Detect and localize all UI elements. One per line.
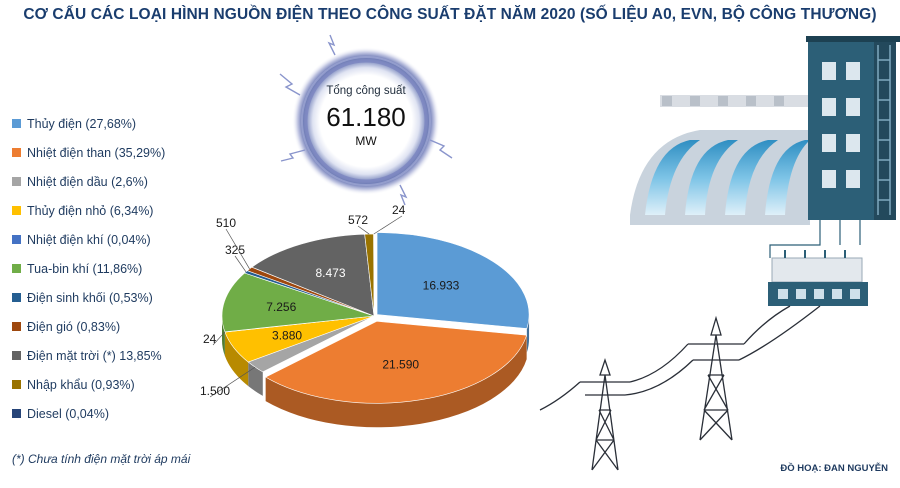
- legend-label: Điện mặt trời (*) 13,85%: [27, 348, 162, 363]
- leader-line: [373, 215, 403, 235]
- pie-value-label: 572: [348, 213, 368, 227]
- legend-label: Nhiệt điện dầu (2,6%): [27, 174, 148, 189]
- legend-item: Nhiệt điện khí (0,04%): [12, 225, 212, 254]
- pie-slices: [221, 232, 530, 404]
- dam-illustration: [630, 36, 900, 258]
- legend-item: Thủy điện (27,68%): [12, 109, 212, 138]
- legend-label: Điện gió (0,83%): [27, 319, 121, 334]
- legend-swatch: [12, 148, 21, 157]
- leader-line: [225, 228, 250, 270]
- leader-line: [212, 331, 226, 346]
- pie-value-label: 1.500: [200, 384, 230, 398]
- pie-value-label: 510: [216, 216, 236, 230]
- legend-item: Nhiệt điện dầu (2,6%): [12, 167, 212, 196]
- legend-swatch: [12, 293, 21, 302]
- pie-slice-side: [265, 335, 527, 428]
- legend-label: Nhập khẩu (0,93%): [27, 377, 135, 392]
- pie-value-label: 24: [392, 203, 406, 217]
- pie-slice: [251, 233, 375, 317]
- footnote: (*) Chưa tính điện mặt trời áp mái: [12, 452, 191, 466]
- legend-item: Tua-bin khí (11,86%): [12, 254, 212, 283]
- legend-label: Diesel (0,04%): [27, 406, 109, 421]
- power-pylons-illustration: [539, 305, 821, 471]
- legend-label: Tua-bin khí (11,86%): [27, 261, 143, 276]
- pie-data-labels: 16.93321.5901.5003.880247.2563255108.473…: [200, 203, 460, 398]
- legend-swatch: [12, 322, 21, 331]
- pie-slice-side: [248, 362, 263, 396]
- pie-slice-side: [222, 316, 225, 356]
- pie-value-label: 8.473: [315, 266, 345, 280]
- legend-item: Điện sinh khối (0,53%): [12, 283, 212, 312]
- legend-swatch: [12, 351, 21, 360]
- legend-swatch: [12, 235, 21, 244]
- chart-legend: Thủy điện (27,68%) Nhiệt điện than (35,29…: [12, 109, 212, 428]
- legend-item: Thủy điện nhỏ (6,34%): [12, 196, 212, 225]
- legend-item: Nhiệt điện than (35,29%): [12, 138, 212, 167]
- pie-value-label: 21.590: [382, 357, 419, 371]
- legend-item: Nhập khẩu (0,93%): [12, 370, 212, 399]
- total-value: 61.180: [326, 102, 406, 132]
- leader-line: [357, 225, 370, 235]
- legend-label: Thủy điện nhỏ (6,34%): [27, 203, 154, 218]
- legend-label: Điện sinh khối (0,53%): [27, 290, 153, 305]
- legend-swatch: [12, 119, 21, 128]
- legend-swatch: [12, 264, 21, 273]
- legend-label: Nhiệt điện khí (0,04%): [27, 232, 151, 247]
- energy-ring: [279, 34, 453, 206]
- leader-line: [209, 366, 256, 398]
- substation-illustration: [768, 250, 868, 306]
- legend-swatch: [12, 206, 21, 215]
- leader-line: [234, 255, 247, 273]
- legend-label: Nhiệt điện than (35,29%): [27, 145, 166, 160]
- graphic-credit: ĐỒ HOẠ: ĐAN NGUYỄN: [780, 463, 888, 474]
- pie-3d-sides: [222, 314, 530, 428]
- total-label: Tổng công suất: [326, 85, 406, 97]
- legend-swatch: [12, 409, 21, 418]
- legend-swatch: [12, 380, 21, 389]
- pie-slice: [265, 320, 528, 404]
- legend-label: Thủy điện (27,68%): [27, 116, 137, 131]
- legend-item: Điện gió (0,83%): [12, 312, 212, 341]
- pie-slice: [376, 232, 530, 329]
- legend-item: Diesel (0,04%): [12, 399, 212, 428]
- pie-value-label: 24: [203, 332, 217, 346]
- total-capacity-box: Tổng công suất 61.180 MW: [300, 55, 432, 187]
- pie-slice-side: [526, 314, 530, 353]
- legend-item: Điện mặt trời (*) 13,85%: [12, 341, 212, 370]
- chart-title: CƠ CẤU CÁC LOẠI HÌNH NGUỒN ĐIỆN THEO CÔN…: [23, 6, 877, 23]
- total-unit: MW: [355, 134, 377, 148]
- pie-slice: [221, 272, 375, 333]
- pie-value-label: 3.880: [272, 329, 302, 343]
- pie-slice-side: [224, 332, 249, 387]
- legend-swatch: [12, 177, 21, 186]
- pie-value-label: 7.256: [266, 300, 296, 314]
- pie-value-label: 16.933: [423, 279, 460, 293]
